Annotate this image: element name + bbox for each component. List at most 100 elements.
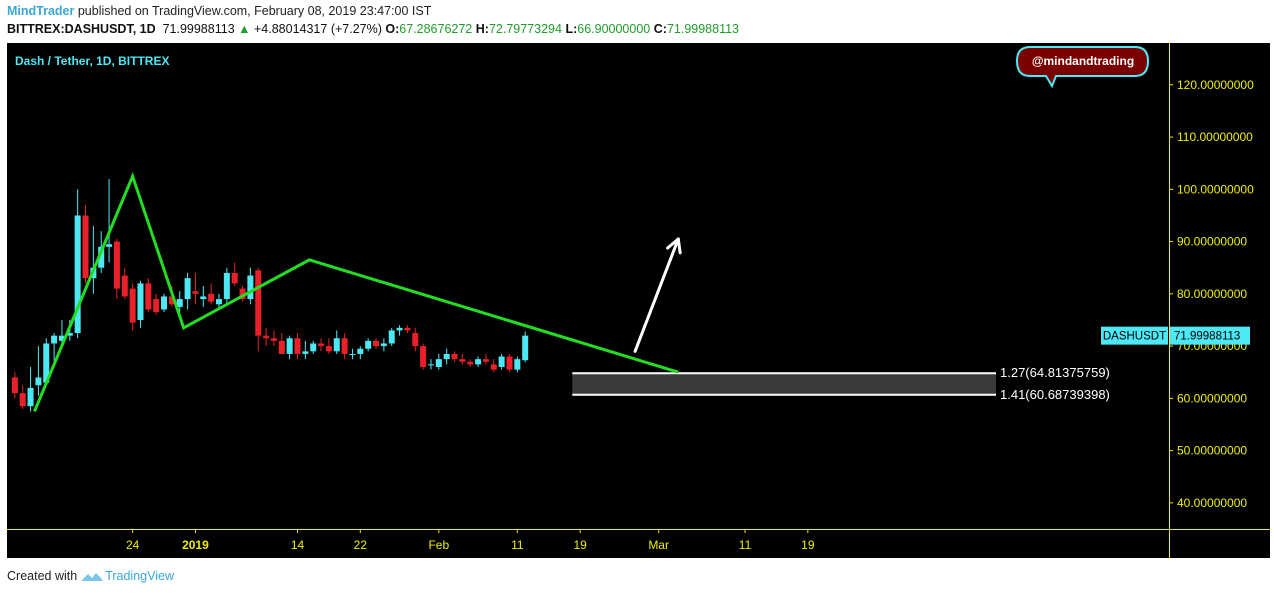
candle-body — [247, 275, 254, 300]
fib-label: 1.27(64.81375759) — [1000, 365, 1110, 380]
candle-body — [357, 348, 364, 354]
candle-body — [184, 278, 191, 300]
candle-body — [506, 356, 513, 370]
candle-body — [200, 296, 207, 300]
candle-body — [467, 361, 474, 365]
candle-body — [255, 270, 262, 336]
candle-body — [153, 299, 160, 313]
candle-body — [459, 359, 466, 362]
candle-body — [451, 353, 458, 360]
candle-body — [74, 215, 81, 334]
candle-body — [443, 353, 450, 360]
low-value: 66.90000000 — [577, 22, 651, 36]
chart-background — [7, 43, 1270, 558]
price-tag — [1170, 326, 1250, 345]
chart-title: Dash / Tether, 1D, BITTREX — [15, 54, 169, 68]
y-tick-label: 40.00000000 — [1177, 496, 1247, 510]
candle-body — [215, 299, 222, 305]
candle-body — [145, 283, 152, 310]
candle-body — [278, 340, 285, 354]
x-tick-label: 19 — [801, 538, 815, 552]
x-tick-label: 11 — [739, 538, 752, 552]
trendline[interactable] — [33, 172, 679, 412]
symbol-tag-text: DASHUSDT — [1103, 331, 1166, 343]
candle-body — [435, 359, 442, 367]
candle-body — [66, 333, 73, 336]
x-tick-label: 19 — [573, 538, 587, 552]
x-tick-label: Feb — [428, 538, 449, 552]
target-arrow[interactable] — [633, 237, 682, 353]
social-badge[interactable]: @mindandtrading — [1015, 46, 1150, 89]
candle-body — [176, 299, 183, 307]
candle-body — [82, 215, 89, 279]
candle-body — [482, 359, 489, 362]
current-price-label: DASHUSDT 71.99988113 — [1101, 326, 1250, 345]
close-value: 71.99988113 — [666, 22, 740, 36]
candle-body — [286, 338, 293, 354]
candle-body — [58, 335, 65, 341]
change-value: +4.88014317 (+7.27%) — [254, 22, 382, 36]
footer: Created with TradingView — [7, 569, 174, 583]
y-tick-label: 100.00000000 — [1177, 182, 1254, 196]
open-value: 67.28676272 — [399, 22, 473, 36]
candle-body — [514, 359, 521, 370]
badge-bubble — [1015, 46, 1150, 89]
arrow-shaft — [633, 237, 680, 353]
high-value: 72.79773294 — [488, 22, 562, 36]
candle-body — [388, 330, 395, 344]
candle-body — [396, 327, 403, 331]
badge-text: @mindandtrading — [1032, 54, 1134, 68]
y-tick-label: 60.00000000 — [1177, 391, 1247, 405]
high-label: H: — [475, 22, 489, 36]
candle-body — [27, 387, 34, 407]
arrow-head — [666, 237, 682, 255]
candle-body — [106, 244, 113, 247]
created-with-text: Created with — [7, 569, 78, 583]
candle-body — [121, 275, 128, 297]
candle-body — [373, 340, 380, 347]
candle-body — [310, 343, 317, 352]
x-tick-label: 14 — [291, 538, 305, 552]
candle-body — [349, 353, 356, 355]
candle-body — [412, 333, 419, 347]
candle-body — [420, 346, 427, 367]
candle-body — [490, 364, 497, 370]
time-axis[interactable]: 24 2019 14 22 Feb 11 19 Mar 11 19 — [126, 529, 815, 552]
tradingview-logo-icon — [82, 573, 103, 581]
candle-body — [263, 335, 270, 339]
candle-body — [161, 296, 168, 310]
candle-body — [522, 335, 529, 361]
candle-body — [137, 283, 144, 320]
candle-body — [35, 377, 42, 386]
symbol-tag — [1101, 326, 1168, 345]
fib-labels: 1.27(64.81375759) 1.41(60.68739398) — [1000, 365, 1110, 402]
candle-body — [380, 343, 387, 347]
candle-body — [333, 338, 340, 352]
candle-body — [223, 272, 230, 300]
candle-body — [11, 377, 18, 394]
candle-body — [208, 293, 215, 302]
candle-body — [318, 343, 325, 347]
y-tick-label: 120.00000000 — [1177, 78, 1254, 92]
candle-body — [498, 356, 505, 367]
tradingview-link[interactable]: TradingView — [105, 569, 174, 583]
price-tag-text: 71.99988113 — [1174, 331, 1240, 343]
x-tick-label: 2019 — [182, 538, 209, 552]
candle-body — [239, 288, 246, 300]
candle-body — [475, 359, 482, 365]
candle-body — [365, 340, 372, 349]
ohlc-line: BITTREX:DASHUSDT, 1D 71.99988113 ▲ +4.88… — [7, 22, 739, 36]
candle-body — [404, 327, 411, 331]
publisher-name[interactable]: MindTrader — [7, 4, 75, 18]
candle-body — [168, 296, 175, 305]
x-tick-label: 11 — [511, 538, 524, 552]
candles — [11, 178, 529, 412]
candle-body — [294, 338, 301, 354]
x-tick-label: 22 — [354, 538, 368, 552]
price-axis[interactable]: 120.00000000 110.00000000 100.00000000 90.0… — [1169, 78, 1254, 510]
trendline-path — [33, 172, 679, 412]
fib-extension[interactable] — [572, 372, 996, 396]
publish-info: MindTrader published on TradingView.com,… — [7, 4, 431, 18]
last-price: 71.99988113 — [162, 22, 235, 36]
